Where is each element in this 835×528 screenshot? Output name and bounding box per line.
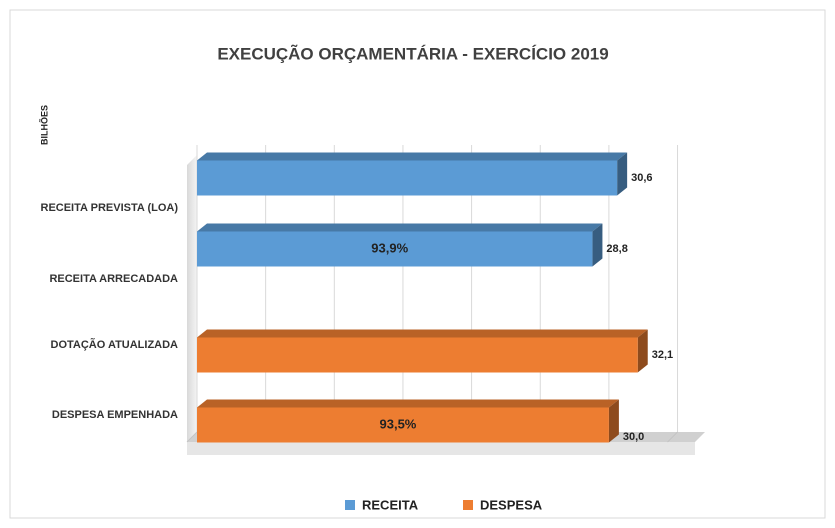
category-label: RECEITA ARRECADADA: [49, 273, 178, 285]
value-label: 30,6: [631, 172, 652, 184]
chart-title: EXECUÇÃO ORÇAMENTÁRIA - EXERCÍCIO 2019: [217, 43, 608, 63]
value-label: 30,0: [623, 431, 644, 443]
bar-side: [617, 152, 628, 196]
category-label: DOTAÇÃO ATUALIZADA: [51, 338, 179, 351]
bar-side: [592, 223, 603, 267]
bar-top: [197, 223, 603, 232]
side-wall: [187, 155, 197, 442]
floor-edge: [187, 442, 695, 455]
annotation: 93,9%: [371, 240, 408, 255]
bar: [197, 407, 609, 443]
bar: [197, 337, 638, 373]
legend-label: RECEITA: [362, 497, 419, 512]
bar: [197, 160, 618, 196]
bar-top: [197, 329, 648, 338]
category-label: RECEITA PREVISTA (LOA): [41, 202, 179, 214]
category-label: DESPESA EMPENHADA: [52, 409, 178, 421]
bar-side: [608, 399, 619, 443]
bar-side: [637, 329, 648, 373]
legend-swatch: [345, 500, 355, 510]
grid-line-floor: [667, 431, 678, 443]
bar: [197, 231, 593, 267]
value-label: 32,1: [652, 349, 673, 361]
grid-line-floor: [186, 431, 198, 443]
axis-label: BILHÕES: [39, 105, 49, 145]
bar-top: [197, 152, 628, 161]
legend-swatch: [463, 500, 473, 510]
value-label: 28,8: [606, 243, 627, 255]
annotation: 93,5%: [380, 416, 417, 431]
legend-label: DESPESA: [480, 497, 543, 512]
bar-top: [197, 399, 619, 408]
